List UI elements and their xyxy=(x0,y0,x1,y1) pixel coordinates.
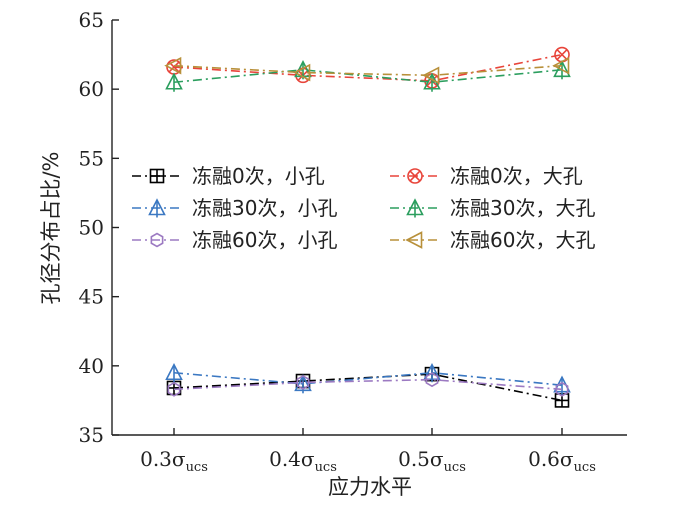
legend-marker xyxy=(149,168,165,184)
series-line xyxy=(173,371,563,386)
data-point xyxy=(552,56,570,75)
legend-label: 冻融0次，大孔 xyxy=(450,164,583,188)
y-tick-label: 45 xyxy=(79,285,104,309)
legend-label: 冻融60次，大孔 xyxy=(450,228,595,252)
x-tick-base: 0.3σ xyxy=(140,447,186,471)
x-tick-label: 0.6σucs xyxy=(528,447,596,475)
y-tick-label: 65 xyxy=(79,8,104,32)
y-tick-label: 50 xyxy=(79,216,104,240)
legend-label: 冻融0次，小孔 xyxy=(192,164,325,188)
legend-marker xyxy=(407,168,423,184)
series-6 xyxy=(164,56,570,85)
series-layer xyxy=(164,46,571,408)
legend-label: 冻融60次，小孔 xyxy=(192,228,337,252)
x-axis-title: 应力水平 xyxy=(328,475,412,499)
legend-label: 冻融30次，大孔 xyxy=(450,196,595,220)
data-point xyxy=(422,66,440,85)
series-1 xyxy=(166,366,570,408)
data-point xyxy=(164,56,182,75)
legend-marker xyxy=(406,198,424,218)
y-tick-label: 35 xyxy=(79,423,104,447)
x-tick-label: 0.5σucs xyxy=(398,447,466,475)
y-tick-label: 40 xyxy=(79,354,104,378)
x-tick-base: 0.4σ xyxy=(269,447,315,471)
data-point xyxy=(294,374,312,394)
series-5 xyxy=(167,372,569,397)
data-point xyxy=(167,381,181,397)
series-line xyxy=(173,378,563,391)
x-tick-subscript: ucs xyxy=(315,460,337,475)
legend-item: 冻融60次，小孔 xyxy=(132,228,337,252)
x-tick-label: 0.3σucs xyxy=(140,447,208,475)
legend-item: 冻融0次，大孔 xyxy=(390,164,583,188)
y-tick-label: 60 xyxy=(79,77,104,101)
y-tick-label: 55 xyxy=(79,146,104,170)
data-point xyxy=(165,363,183,383)
x-tick-subscript: ucs xyxy=(186,460,208,475)
legend-item: 冻融30次，大孔 xyxy=(390,196,595,220)
data-point xyxy=(425,372,439,388)
legend-marker xyxy=(150,232,164,248)
y-axis-title: 孔径分布占比/% xyxy=(39,151,63,304)
series-2 xyxy=(166,46,570,89)
x-tick-base: 0.5σ xyxy=(398,447,444,471)
data-point xyxy=(296,375,310,390)
legend-marker xyxy=(405,231,423,249)
data-point xyxy=(293,63,311,82)
x-tick-subscript: ucs xyxy=(574,460,596,475)
y-ticks: 35 40 45 50 55 60 65 xyxy=(79,8,119,447)
series-line xyxy=(173,53,563,82)
x-tick-label: 0.4σucs xyxy=(269,447,337,475)
series-4 xyxy=(165,60,571,92)
legend-item: 冻融0次，小孔 xyxy=(132,164,325,188)
legend-item: 冻融60次，大孔 xyxy=(390,228,595,252)
legend-marker xyxy=(148,198,166,218)
series-line xyxy=(173,68,563,84)
data-point xyxy=(555,381,569,397)
series-line xyxy=(173,64,563,77)
legend-item: 冻融30次，小孔 xyxy=(132,196,337,220)
data-point xyxy=(165,72,183,92)
x-ticks: 0.3σucs 0.4σucs 0.5σucs 0.6σucs xyxy=(140,428,596,475)
x-tick-subscript: ucs xyxy=(444,460,466,475)
x-tick-base: 0.6σ xyxy=(528,447,574,471)
legend-label: 冻融30次，小孔 xyxy=(192,196,337,220)
